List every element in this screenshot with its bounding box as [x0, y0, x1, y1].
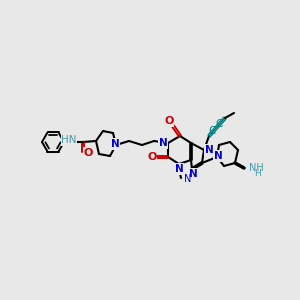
- Text: O: O: [147, 152, 157, 162]
- Text: N: N: [159, 138, 167, 148]
- Text: C: C: [208, 126, 216, 136]
- Text: O: O: [164, 116, 174, 126]
- Text: C: C: [215, 119, 223, 129]
- Text: O: O: [83, 148, 93, 158]
- Text: N: N: [189, 169, 197, 179]
- Text: N: N: [111, 139, 119, 149]
- Text: NH: NH: [249, 163, 264, 173]
- Text: N: N: [184, 174, 192, 184]
- Text: N: N: [175, 164, 183, 174]
- Text: HN: HN: [61, 135, 77, 145]
- Text: H: H: [254, 169, 261, 178]
- Text: N: N: [214, 151, 222, 161]
- Text: N: N: [205, 145, 213, 155]
